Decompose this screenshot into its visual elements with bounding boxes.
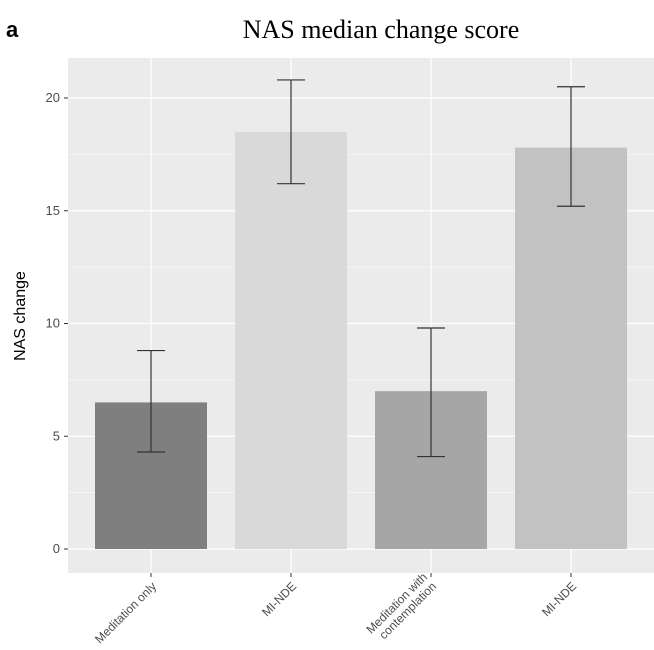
plot-area: 0 5 10 15 20 Meditation only MI-NDE Meditation … [46, 58, 654, 646]
x-tick-label: MI-NDE [539, 579, 579, 619]
y-tick-label: 15 [46, 203, 60, 218]
y-tick-label: 10 [46, 316, 60, 331]
x-tick-label: MI-NDE [259, 579, 299, 619]
y-axis-title: NAS change [12, 271, 29, 361]
bar [515, 147, 627, 550]
x-tick-label: Meditation withcontemplation [363, 570, 439, 646]
panel-label: a [6, 17, 19, 42]
y-tick-label: 5 [53, 428, 60, 443]
y-tick-label: 0 [53, 541, 60, 556]
bar [235, 131, 347, 549]
chart-title: NAS median change score [243, 15, 520, 44]
x-tick-label: Meditation only [92, 579, 159, 646]
y-tick-label: 20 [46, 90, 60, 105]
